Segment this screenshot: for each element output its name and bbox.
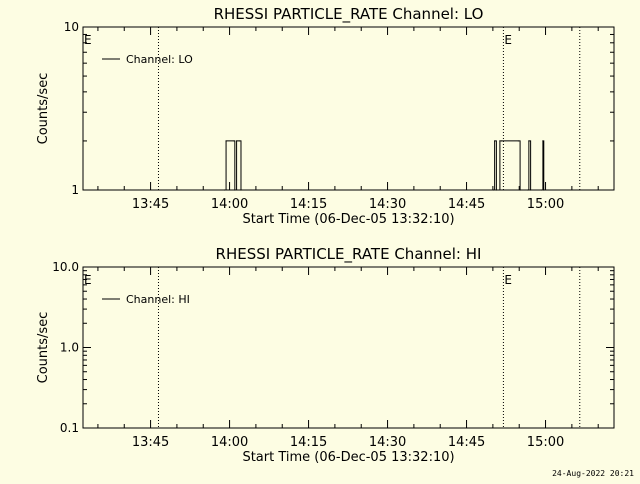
data-point [528,140,530,142]
x-tick-label: 14:15 [290,197,327,212]
x-axis-label: Start Time (06-Dec-05 13:32:10) [242,450,454,465]
x-tick-label: 14:00 [211,435,248,450]
x-tick-label: 14:30 [369,197,406,212]
data-point [517,140,519,142]
data-point [240,189,242,191]
data-point [542,140,544,142]
x-tick-label: 14:45 [448,197,485,212]
x-tick-label: 15:00 [527,197,564,212]
data-point [527,189,529,191]
plot-frame [82,266,615,429]
data-point [499,140,501,142]
data-point [233,140,235,142]
y-axis-label: Counts/sec [36,73,51,145]
data-point [234,189,236,191]
data-point [235,140,238,142]
edge-label: E [84,273,92,287]
y-tick-label: 10 [64,20,79,34]
plot-frame [82,26,615,191]
x-axis-label: Start Time (06-Dec-05 13:32:10) [242,212,454,227]
y-axis-label: Counts/sec [36,312,51,384]
data-point [223,189,225,191]
series-line [224,140,545,191]
data-point [495,189,497,191]
x-tick-label: 13:45 [132,197,169,212]
x-tick-label: 13:45 [132,435,169,450]
x-tick-label: 14:45 [448,435,485,450]
data-point [501,140,503,142]
timestamp: 24-Aug-2022 20:21 [552,469,634,478]
y-tick-label: 0.1 [60,421,79,435]
y-tick-label: 10.0 [52,260,79,274]
y-tick-label: 1.0 [60,341,79,355]
data-point [238,140,240,142]
time-marker-label: E [504,273,512,287]
chart-title: RHESSI PARTICLE_RATE Channel: LO [214,5,484,24]
data-point [493,189,495,191]
data-point [530,189,532,191]
x-tick-label: 15:00 [527,435,564,450]
legend-label: Channel: HI [126,293,190,306]
x-tick-label: 14:30 [369,435,406,450]
data-point [540,189,542,191]
legend-label: Channel: LO [126,53,193,66]
edge-label: E [84,33,92,47]
x-tick-label: 14:00 [211,197,248,212]
time-marker-label: E [504,33,512,47]
x-tick-label: 14:15 [290,435,327,450]
data-point [494,140,496,142]
data-point [519,189,521,191]
chart-title: RHESSI PARTICLE_RATE Channel: HI [216,245,482,264]
data-point [225,140,227,142]
data-point [543,189,545,191]
y-tick-label: 1 [71,183,79,197]
